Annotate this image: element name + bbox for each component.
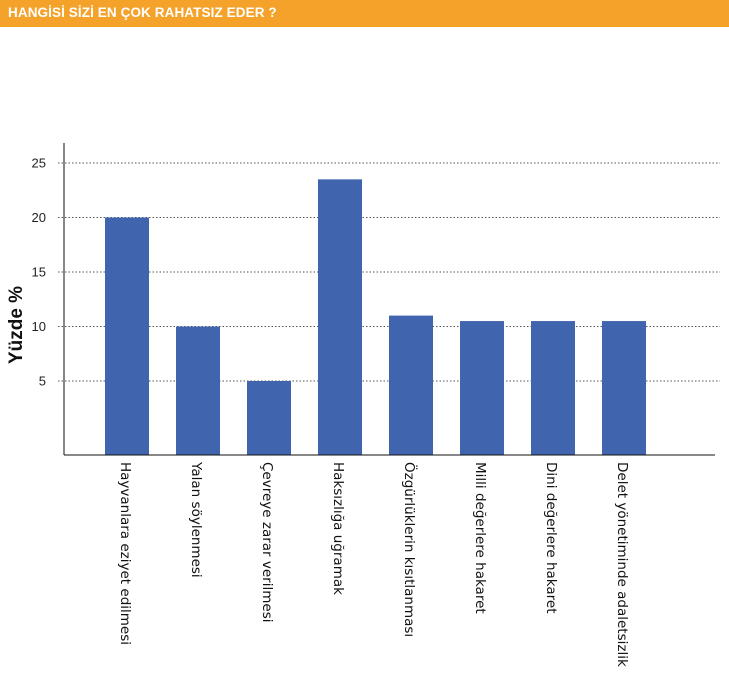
y-tick-label: 20 xyxy=(32,210,46,225)
x-category-label: Özgürlüklerin kısıtlanması xyxy=(401,462,419,637)
x-category-label: Haksızlığa uğramak xyxy=(330,462,346,595)
bar-7 xyxy=(531,321,575,455)
y-tick-label: 5 xyxy=(39,374,46,389)
bars xyxy=(105,179,646,455)
x-category-label: Delet yönetiminde adaletsizlik xyxy=(614,462,630,667)
x-category-label: Çevreye zarar verilmesi xyxy=(259,462,275,622)
y-tick-label: 10 xyxy=(32,319,46,334)
header-bar: HANGİSİ SİZİ EN ÇOK RAHATSIZ EDER ? xyxy=(0,0,729,27)
labels: 5 10 15 20 25 Yüzde % Hayvanlara eziyet edilme… xyxy=(6,156,630,667)
y-tick-label: 15 xyxy=(32,265,46,280)
bar-1 xyxy=(105,217,149,455)
y-tick-label: 25 xyxy=(32,156,46,171)
bar-4 xyxy=(318,179,362,455)
x-category-label: Yalan söylenmesi xyxy=(188,461,204,578)
axes xyxy=(63,143,715,456)
bar-5 xyxy=(389,315,433,455)
y-axis-label: Yüzde % xyxy=(6,286,27,364)
bar-3 xyxy=(247,381,291,455)
bar-8 xyxy=(602,321,646,455)
bar-2 xyxy=(176,326,220,455)
x-category-label: Hayvanlara eziyet edilmesi xyxy=(117,462,133,645)
page-title: HANGİSİ SİZİ EN ÇOK RAHATSIZ EDER ? xyxy=(8,5,277,20)
x-category-label: Dini değerlere hakaret xyxy=(543,462,559,614)
x-category-label: Milli değerlere hakaret xyxy=(472,462,488,614)
bar-6 xyxy=(460,321,504,455)
